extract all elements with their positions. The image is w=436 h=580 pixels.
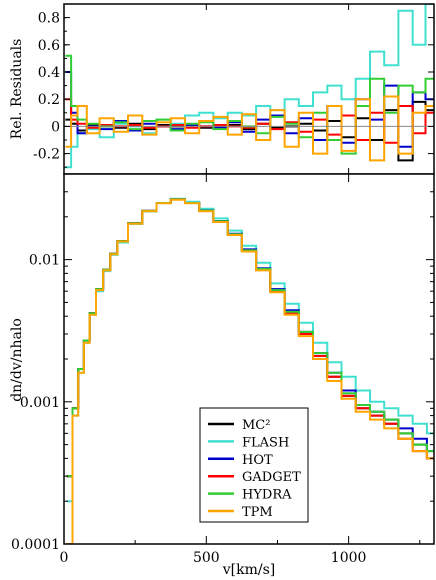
residuals-y-tick-label: -0.2: [33, 147, 60, 163]
residuals-y-tick-label: 0.4: [38, 65, 60, 81]
legend-box: [199, 407, 309, 523]
legend-label-gadget: GADGET: [242, 470, 301, 485]
distribution-series-flash: [66, 197, 434, 503]
residuals-y-tick-label: 0: [51, 119, 60, 135]
distribution-x-tick-label: 500: [193, 550, 220, 566]
distribution-x-ticks: 0 500 1000: [60, 174, 421, 566]
distribution-series-tpm: [66, 198, 434, 544]
distribution-x-tick-label: 0: [60, 550, 69, 566]
legend-items: MC² FLASH HOT GADGET HYDRA TPM: [208, 418, 301, 520]
residuals-plot-area: [64, 4, 434, 174]
residuals-y-ticks: -0.2 0 0.2 0.4 0.6 0.8: [33, 3, 434, 174]
distribution-y-tick-label: 0.001: [20, 395, 60, 411]
residuals-y-tick-label: 0.2: [38, 92, 60, 108]
residual-series-tpm: [65, 95, 434, 162]
legend-label-hot: HOT: [242, 453, 273, 468]
distribution-y-label: dn/dv/nhalo: [9, 318, 25, 402]
residuals-y-tick-label: 0.6: [38, 38, 60, 54]
legend-label-hydra: HYDRA: [242, 488, 292, 503]
legend: MC² FLASH HOT GADGET HYDRA TPM: [199, 407, 309, 523]
distribution-x-label: v[km/s]: [222, 562, 276, 578]
distribution-x-tick-label: 1000: [331, 550, 367, 566]
legend-label-tpm: TPM: [242, 505, 273, 520]
residuals-y-tick-label: 0.8: [38, 11, 60, 27]
legend-label-flash: FLASH: [242, 435, 289, 450]
residuals-panel: -0.2 0 0.2 0.4 0.6 0.8 Rel. Residuals: [9, 3, 435, 175]
residuals-y-label: Rel. Residuals: [9, 39, 25, 140]
distribution-y-tick-label: 0.0001: [11, 537, 60, 553]
distribution-y-tick-label: 0.01: [29, 253, 60, 269]
distribution-panel: 0.0001 0.001 0.01 0 500 1000 dn/dv/nhalo v[k…: [9, 173, 435, 578]
distribution-y-ticks: 0.0001 0.001 0.01: [11, 173, 434, 553]
legend-label-mc: MC²: [242, 418, 270, 433]
residuals-series-group: [65, 4, 434, 169]
distribution-series-group: [66, 197, 434, 544]
